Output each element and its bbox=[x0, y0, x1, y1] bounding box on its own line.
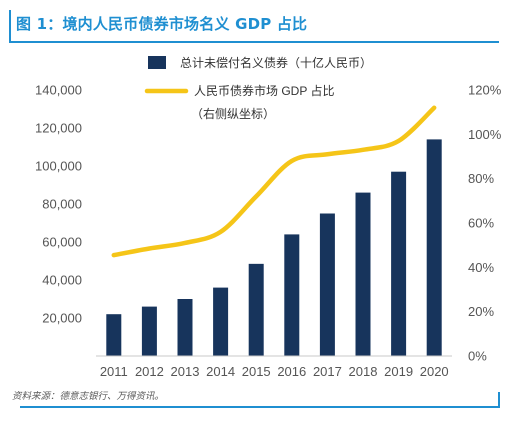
bar bbox=[213, 287, 229, 356]
x-axis-tick-label: 2017 bbox=[313, 364, 342, 379]
right-axis-tick-label: 0% bbox=[468, 349, 487, 364]
bar bbox=[319, 213, 335, 356]
left-axis-tick-label: 100,000 bbox=[35, 159, 82, 174]
x-axis-tick-label: 2019 bbox=[384, 364, 413, 379]
bar bbox=[106, 314, 122, 356]
x-axis-tick-label: 2011 bbox=[100, 364, 128, 379]
legend-bar-label: 总计未偿付名义债券（十亿人民币） bbox=[180, 55, 372, 70]
right-axis-tick-label: 40% bbox=[468, 260, 494, 275]
bar bbox=[355, 192, 371, 356]
left-axis-tick-label: 140,000 bbox=[35, 83, 82, 98]
left-axis-tick-label: 60,000 bbox=[42, 235, 82, 250]
x-axis-tick-label: 2020 bbox=[420, 364, 449, 379]
left-axis-tick-label: 120,000 bbox=[35, 121, 82, 136]
bar bbox=[391, 171, 407, 356]
chart-header: 图 1：境内人民币债券市场名义 GDP 占比 bbox=[0, 0, 510, 44]
footer-accent-bar bbox=[498, 392, 500, 408]
x-axis-tick-label: 2016 bbox=[277, 364, 306, 379]
footer-divider bbox=[20, 406, 500, 408]
bar bbox=[248, 263, 264, 356]
left-axis-tick-label: 40,000 bbox=[42, 273, 82, 288]
x-axis-tick-label: 2014 bbox=[206, 364, 235, 379]
right-axis-tick-label: 120% bbox=[468, 83, 502, 98]
left-axis-tick-label: 20,000 bbox=[42, 311, 82, 326]
legend-axis-note: （右侧纵坐标） bbox=[191, 106, 275, 121]
legend: 总计未偿付名义债券（十亿人民币） 人民币债券市场 GDP 占比 （右侧纵坐标） bbox=[144, 55, 372, 121]
bond-market-chart: 20,000 40,000 60,000 80,000 100,000 120,000 14… bbox=[35, 55, 502, 379]
x-axis-tick-label: 2013 bbox=[171, 364, 200, 379]
right-axis-tick-label: 100% bbox=[468, 127, 502, 142]
x-axis-tick-label: 2015 bbox=[242, 364, 271, 379]
bar bbox=[141, 306, 157, 356]
header-divider bbox=[9, 41, 499, 43]
gdp-ratio-line bbox=[111, 105, 437, 258]
legend-bar-swatch bbox=[148, 56, 166, 69]
bar bbox=[284, 234, 300, 356]
right-axis-tick-label: 60% bbox=[468, 216, 494, 231]
bar bbox=[426, 139, 442, 356]
right-axis-tick-label: 20% bbox=[468, 304, 494, 319]
left-axis-tick-label: 80,000 bbox=[42, 197, 82, 212]
legend-line-label: 人民币债券市场 GDP 占比 bbox=[194, 83, 334, 98]
chart-title: 图 1：境内人民币债券市场名义 GDP 占比 bbox=[16, 15, 308, 33]
x-axis-tick-label: 2018 bbox=[349, 364, 378, 379]
x-axis-tick-label: 2012 bbox=[135, 364, 164, 379]
right-axis-tick-label: 80% bbox=[468, 171, 494, 186]
source-note: 资料来源：德意志银行、万得资讯。 bbox=[12, 391, 165, 402]
header-accent-bar bbox=[9, 10, 11, 42]
bar bbox=[177, 299, 193, 356]
